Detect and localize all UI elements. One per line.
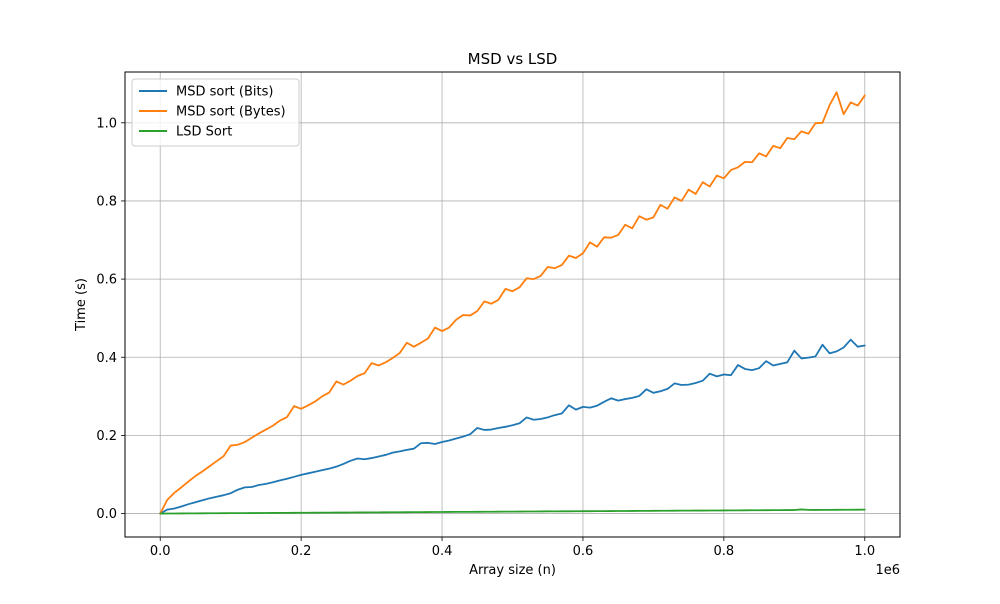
y-axis-label: Time (s): [74, 278, 89, 332]
legend-label-msd-bits: MSD sort (Bits): [176, 85, 273, 100]
x-tick-label: 0.6: [573, 544, 594, 559]
plot-frame: [124, 71, 901, 538]
y-tick-label: 0.8: [96, 194, 117, 209]
x-tick-label: 1.0: [854, 544, 875, 559]
series-layer: [159, 91, 866, 515]
x-axis-label: Array size (n): [469, 563, 556, 578]
series-line-msd-sort-bits: [159, 338, 866, 515]
y-tick-label: 0.4: [96, 351, 117, 366]
x-tick-label: 0.0: [150, 544, 171, 559]
series-line-lsd-sort: [159, 508, 866, 515]
y-tick-label: 0.6: [96, 273, 117, 288]
axis-ticks: 0.0 0.2 0.4 0.6 0.8 1.0 0.0 0.2 0.4 0.6 0.8 1.0: [96, 116, 875, 559]
legend: MSD sort (Bits) MSD sort (Bytes) LSD Sor…: [131, 78, 300, 147]
legend-box: [131, 78, 300, 147]
y-tick-label: 0.2: [96, 429, 117, 444]
x-tick-label: 0.8: [714, 544, 735, 559]
y-tick-label: 1.0: [96, 116, 117, 131]
x-tick-label: 0.4: [432, 544, 453, 559]
x-axis-offset-label: 1e6: [875, 563, 900, 578]
chart-title: MSD vs LSD: [468, 50, 558, 68]
legend-label-lsd: LSD Sort: [176, 125, 232, 140]
y-tick-label: 0.0: [96, 507, 117, 522]
x-tick-label: 0.2: [291, 544, 312, 559]
legend-label-msd-bytes: MSD sort (Bytes): [176, 105, 286, 120]
series-line-msd-sort-bytes: [159, 91, 866, 515]
